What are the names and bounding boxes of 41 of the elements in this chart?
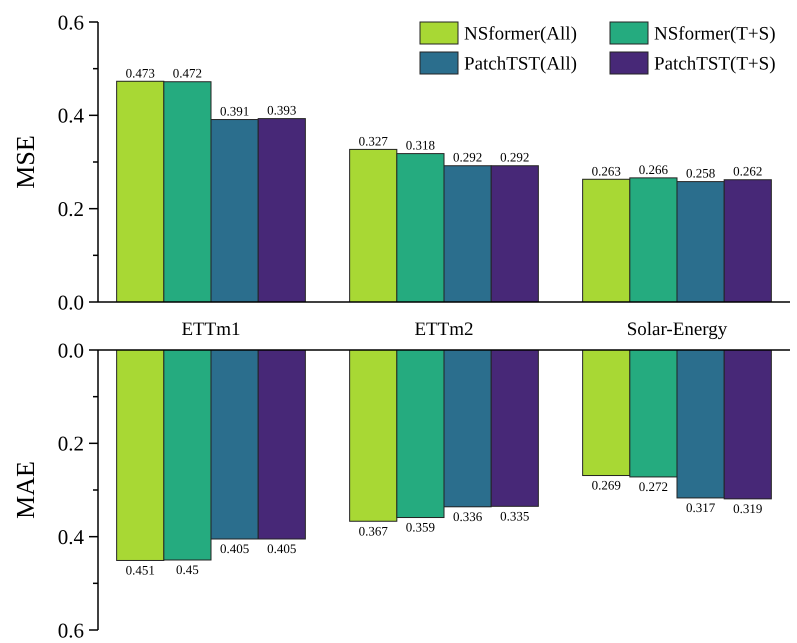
y-tick-label: 0.4 <box>58 525 84 550</box>
data-label: 0.405 <box>220 541 250 556</box>
data-label: 0.319 <box>733 500 762 516</box>
data-label: 0.263 <box>592 163 621 178</box>
y-axis-title: MSE <box>11 135 40 189</box>
data-label: 0.367 <box>358 523 388 538</box>
data-label: 0.318 <box>406 138 436 153</box>
data-label: 0.272 <box>638 478 668 494</box>
data-label: 0.45 <box>176 562 199 577</box>
data-label: 0.258 <box>686 166 716 181</box>
y-tick-label: 0.6 <box>58 10 84 34</box>
data-label: 0.336 <box>452 508 483 524</box>
y-axis-title: MAE <box>11 461 40 519</box>
y-tick-label: 0.0 <box>58 290 84 314</box>
data-label: 0.335 <box>500 508 530 524</box>
data-label: 0.359 <box>406 520 436 535</box>
data-label: 0.317 <box>686 500 716 515</box>
data-label: 0.451 <box>126 562 155 578</box>
legend-label: PatchTST(All) <box>464 54 577 75</box>
data-label: 0.393 <box>267 102 296 118</box>
data-label: 0.472 <box>172 66 202 81</box>
legend-label: NSformer(All) <box>464 24 577 45</box>
data-label: 0.262 <box>733 164 762 179</box>
data-label: 0.473 <box>126 65 155 80</box>
y-tick-label: 0.6 <box>58 618 84 642</box>
y-tick-label: 0.2 <box>58 432 84 456</box>
x-tick-label: ETTm2 <box>414 319 474 340</box>
x-tick-label: Solar-Energy <box>626 319 728 340</box>
data-label: 0.269 <box>592 478 621 493</box>
y-tick-label: 0.0 <box>58 338 84 362</box>
data-label: 0.292 <box>500 150 530 165</box>
legend-label: PatchTST(T+S) <box>654 54 776 75</box>
data-label: 0.266 <box>638 162 669 177</box>
x-tick-label: ETTm1 <box>181 319 241 340</box>
y-tick-label: 0.2 <box>58 197 84 222</box>
y-tick-label: 0.4 <box>58 104 84 128</box>
data-label: 0.327 <box>358 133 388 148</box>
legend-label: NSformer(T+S) <box>654 24 776 45</box>
data-label: 0.405 <box>267 541 296 556</box>
data-label: 0.391 <box>220 104 250 119</box>
data-label: 0.292 <box>452 150 482 165</box>
